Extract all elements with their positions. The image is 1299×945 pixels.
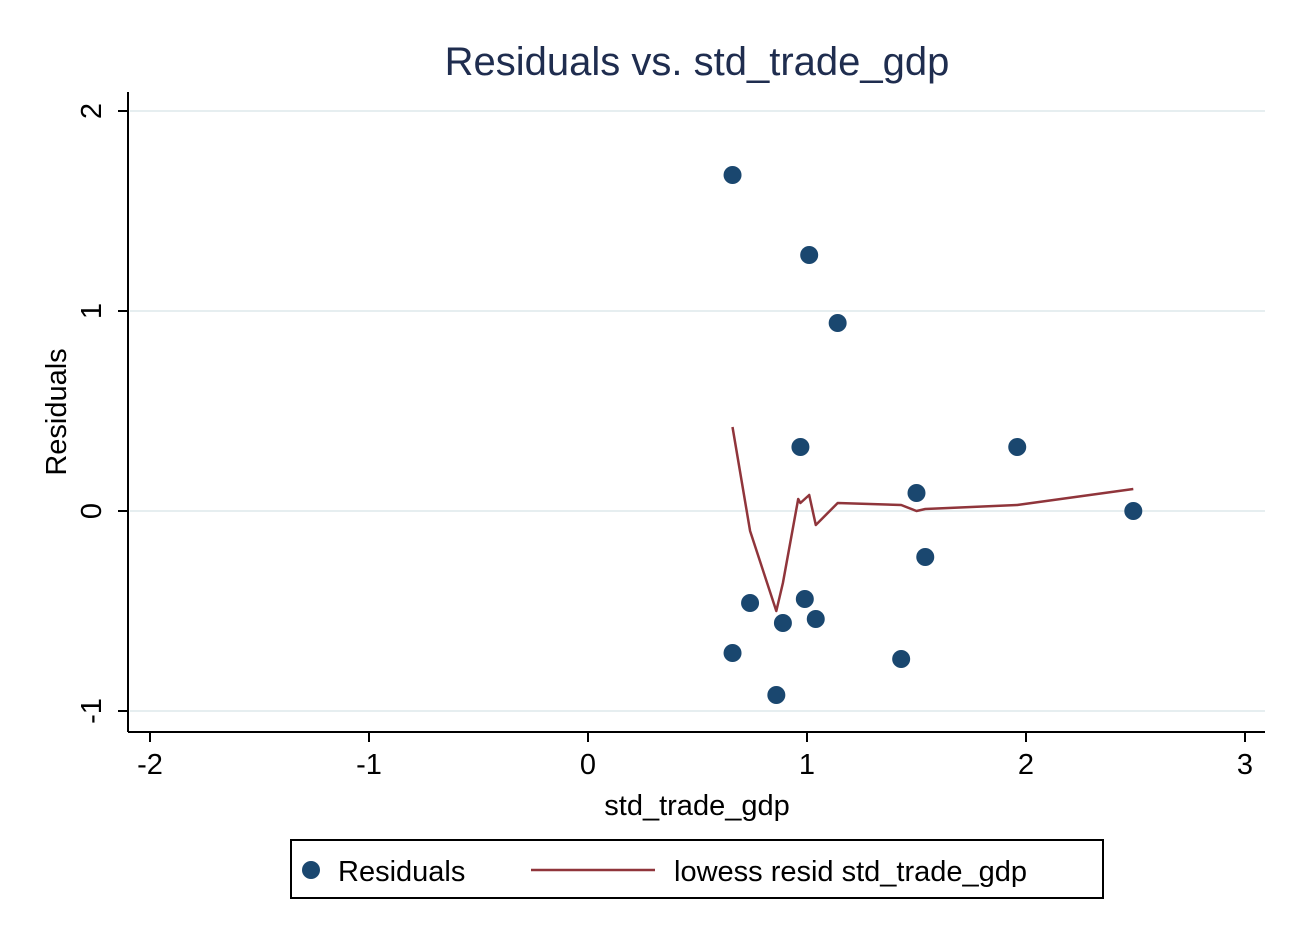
chart-title: Residuals vs. std_trade_gdp: [445, 40, 950, 84]
data-point-residual: [723, 644, 742, 662]
data-point-residual: [806, 610, 825, 628]
legend-label-lowess: lowess resid std_trade_gdp: [674, 856, 1027, 888]
data-point-residual: [767, 686, 786, 704]
data-point-residual: [1008, 438, 1027, 456]
x-tick-label: 2: [1018, 749, 1034, 781]
data-point-residual: [907, 484, 926, 502]
data-point-residual: [773, 614, 792, 632]
y-tick-label: -1: [76, 698, 108, 724]
x-tick-label: 1: [799, 749, 815, 781]
gridlines: [130, 110, 1265, 712]
legend-box: [290, 839, 1104, 899]
data-point-residual: [791, 438, 810, 456]
plot-area: [723, 166, 1143, 704]
ticks: -1 0 1 2 -2 -1 0 1 2 3: [76, 103, 1253, 781]
x-tick-label: -2: [137, 749, 163, 781]
y-axis-title: Residuals: [41, 348, 73, 475]
data-point-residual: [741, 594, 760, 612]
y-tick-label: 0: [76, 503, 108, 519]
x-tick-label: -1: [356, 749, 382, 781]
legend-marker-residuals: [302, 861, 320, 879]
y-tick-label: 1: [76, 303, 108, 319]
data-point-residual: [1124, 502, 1143, 520]
x-axis-title: std_trade_gdp: [604, 790, 789, 822]
data-point-residual: [828, 314, 847, 332]
data-point-residual: [723, 166, 742, 184]
legend-label-residuals: Residuals: [338, 856, 465, 888]
axes: [127, 92, 1265, 733]
y-tick-label: 2: [76, 103, 108, 119]
data-point-residual: [800, 246, 819, 264]
data-point-residual: [892, 650, 911, 668]
x-tick-label: 3: [1237, 749, 1253, 781]
data-point-residual: [795, 590, 814, 608]
data-point-residual: [916, 548, 935, 566]
x-tick-label: 0: [580, 749, 596, 781]
legend: Residuals lowess resid std_trade_gdp: [290, 839, 1104, 899]
series-line-lowess: [731, 426, 1134, 613]
